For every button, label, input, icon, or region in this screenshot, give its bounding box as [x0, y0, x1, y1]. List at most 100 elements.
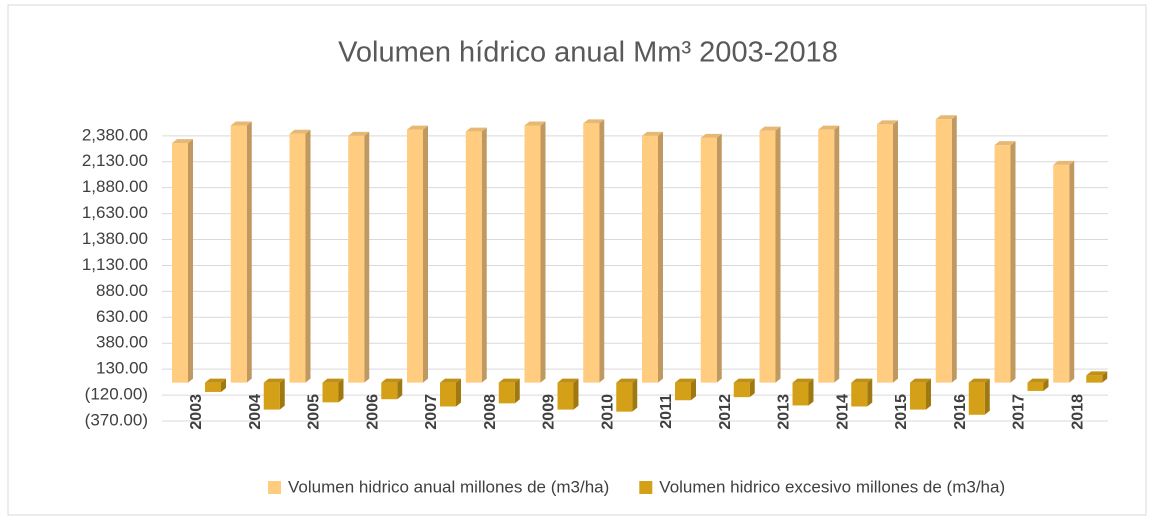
- bar: [348, 135, 365, 383]
- bar-side: [632, 378, 638, 412]
- bar: [524, 125, 541, 383]
- bar-side: [481, 127, 487, 383]
- bar-top: [642, 131, 663, 136]
- y-tick-label: 880.00: [96, 281, 148, 300]
- bar: [230, 125, 247, 383]
- bar-top: [583, 119, 605, 124]
- bar-top: [407, 125, 428, 130]
- bar-side: [1102, 371, 1108, 383]
- bar-top: [675, 378, 696, 383]
- x-tick-label: 2018: [1069, 394, 1086, 430]
- x-tick-label: 2016: [952, 394, 969, 430]
- y-tick-label: (120.00): [85, 385, 148, 404]
- bar: [968, 382, 985, 415]
- bar-side: [221, 378, 226, 392]
- bar-side: [749, 378, 755, 398]
- bar-side: [279, 378, 285, 410]
- bar-top: [1086, 371, 1108, 376]
- bar-side: [926, 378, 931, 410]
- bar: [700, 137, 717, 383]
- bar-top: [877, 120, 898, 125]
- bar-side: [188, 139, 193, 383]
- bar-side: [775, 126, 781, 383]
- bar-top: [465, 127, 487, 132]
- bar-top: [348, 131, 370, 136]
- bar-top: [524, 121, 546, 126]
- x-tick-label: 2011: [658, 394, 675, 429]
- bar: [498, 382, 515, 404]
- x-tick-label: 2006: [364, 394, 381, 430]
- bar: [583, 123, 600, 383]
- y-tick-label: 1,630.00: [82, 203, 148, 222]
- bar-side: [1069, 160, 1075, 383]
- x-tick-label: 2005: [306, 394, 323, 430]
- bar: [381, 382, 398, 400]
- bar-side: [1010, 141, 1016, 383]
- y-tick-label: 130.00: [96, 359, 148, 378]
- bar-top: [557, 378, 579, 383]
- bar-top: [205, 378, 226, 383]
- bar: [407, 129, 423, 383]
- bar-side: [423, 125, 428, 383]
- bar: [759, 130, 776, 383]
- bar-top: [968, 378, 990, 383]
- bar-top: [440, 378, 461, 383]
- bar-top: [1027, 378, 1049, 383]
- chart-title: Volumen hídrico anual Mm³ 2003-2018: [338, 37, 838, 69]
- x-tick-label: 2015: [893, 394, 910, 430]
- bar: [172, 143, 188, 383]
- bar-side: [456, 378, 461, 407]
- bar: [675, 382, 691, 401]
- bar: [616, 382, 633, 412]
- bar: [205, 382, 221, 392]
- x-tick-label: 2007: [423, 394, 440, 430]
- x-tick-label: 2017: [1011, 394, 1028, 430]
- bar: [1027, 382, 1044, 391]
- bar-side: [514, 378, 520, 404]
- bar-side: [834, 125, 840, 383]
- bar-side: [246, 121, 252, 383]
- bar: [263, 382, 280, 410]
- bar-side: [808, 378, 814, 406]
- bar: [910, 382, 926, 410]
- y-tick-label: 630.00: [96, 307, 148, 326]
- bar-side: [540, 121, 546, 383]
- bar-top: [289, 129, 311, 134]
- bar-top: [616, 378, 638, 383]
- bar-side: [338, 378, 344, 403]
- x-tick-label: 2012: [717, 394, 734, 430]
- bar: [642, 135, 658, 383]
- bar-side: [599, 119, 605, 383]
- bar-side: [573, 378, 579, 410]
- bar: [465, 131, 482, 383]
- bar-side: [893, 120, 898, 383]
- bar-side: [691, 378, 696, 401]
- legend-label: Volumen hidrico excesivo millones de (m3…: [659, 477, 1005, 496]
- bar-side: [1043, 378, 1049, 391]
- bar: [733, 382, 750, 398]
- y-tick-label: 380.00: [96, 333, 148, 352]
- x-tick-label: 2010: [599, 394, 616, 430]
- x-tick-label: 2014: [834, 394, 851, 430]
- bar-top: [1053, 160, 1075, 165]
- y-tick-label: 1,380.00: [82, 229, 148, 248]
- bar-top: [498, 378, 520, 383]
- bar-top: [818, 125, 840, 130]
- y-tick-label: 1,130.00: [82, 255, 148, 274]
- legend-swatch: [268, 481, 281, 494]
- bar: [289, 133, 306, 383]
- bar: [1053, 164, 1070, 383]
- bar-side: [951, 115, 957, 383]
- bar: [851, 382, 868, 407]
- bar-side: [397, 378, 403, 400]
- bar-top: [994, 141, 1016, 146]
- bar-top: [263, 378, 285, 383]
- bar-side: [305, 129, 311, 383]
- bar: [877, 124, 893, 383]
- y-tick-label: 2,380.00: [82, 125, 148, 144]
- bar-top: [935, 115, 957, 120]
- bar-top: [733, 378, 755, 383]
- bar-side: [984, 378, 990, 415]
- bar-top: [172, 139, 193, 144]
- bar: [792, 382, 809, 406]
